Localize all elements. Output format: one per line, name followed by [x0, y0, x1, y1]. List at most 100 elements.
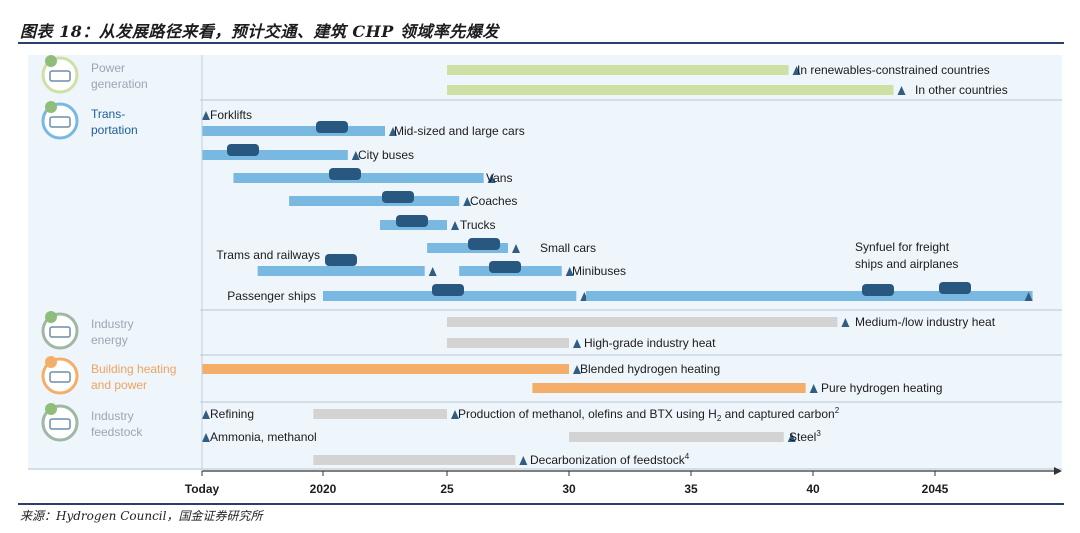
bar-medium-low-industry-heat: [447, 317, 838, 327]
label-medium-low-industry-heat: Medium-/low industry heat: [855, 315, 996, 329]
vehicle-icon-5: [468, 238, 500, 250]
vehicle-icon-9: [862, 284, 894, 296]
marker-trucks: [451, 221, 459, 230]
feedstock-icon-glyph: [49, 418, 71, 430]
sector-label-feedstock: feedstock: [91, 425, 143, 439]
label-small-cars: Small cars: [540, 241, 596, 255]
x-tick-label-35: 35: [684, 482, 698, 496]
source-note: 来源：Hydrogen Council，国金证券研究所: [20, 509, 263, 523]
label-passenger-ships: Passenger ships: [227, 289, 316, 303]
label-ammonia-methanol: Ammonia, methanol: [210, 430, 317, 444]
transport-icon-glyph: [49, 116, 71, 128]
bar-production-of-methanol-olefins-and-btx-using-h: [313, 409, 447, 419]
label-mid-sized-and-large-cars: Mid-sized and large cars: [394, 124, 525, 138]
bar-steel: [569, 432, 784, 442]
label-pure-hydrogen-heating: Pure hydrogen heating: [821, 381, 942, 395]
bar-small-cars: [427, 243, 508, 253]
sector-label-industry: energy: [91, 333, 128, 347]
vehicle-icon-0: [316, 121, 348, 133]
bar-decarbonization-of-feedstock: [313, 455, 516, 465]
marker-ammonia-methanol: [202, 433, 210, 442]
marker-steel: [787, 433, 796, 442]
sector-label-industry: Industry: [91, 317, 134, 331]
vehicle-icon-8: [432, 284, 464, 296]
label-vans: Vans: [486, 171, 512, 185]
transport-icon-badge: [45, 101, 57, 113]
power-icon-glyph: [49, 70, 71, 82]
building-icon-glyph: [49, 371, 71, 383]
industry-feedstock-icon: [41, 403, 79, 442]
sector-label-building: Building heating: [91, 362, 176, 376]
feedstock-icon-badge: [45, 403, 57, 415]
marker-medium-low-industry-heat: [841, 318, 850, 327]
bar-synfuel-for-freight-ships-and-airplanes: [586, 291, 1033, 301]
label-high-grade-industry-heat: High-grade industry heat: [584, 336, 716, 350]
sector-label-power: Power: [91, 61, 125, 75]
sector-label-power: generation: [91, 77, 148, 91]
label-city-buses: City buses: [358, 148, 414, 162]
marker-vans: [487, 174, 496, 183]
marker-refining: [202, 410, 210, 419]
x-tick-label-40: 40: [806, 482, 820, 496]
title-rule: [18, 42, 1064, 44]
vehicle-icon-10: [939, 282, 971, 294]
x-tick-label-2045: 2045: [922, 482, 949, 496]
label-synfuel-for-freight-ships-and-airplanes: Synfuel for freight: [855, 240, 950, 254]
label-coaches: Coaches: [470, 194, 517, 208]
label-production-of-methanol-olefins-and-btx-using-h: Production of methanol, olefins and BTX …: [458, 406, 840, 423]
source-rule: [18, 503, 1064, 505]
marker-decarbonization-of-feedstock: [519, 456, 528, 465]
marker-synfuel-for-freight-ships-and-airplanes: [1024, 292, 1033, 301]
power-generation-icon: [41, 55, 79, 94]
vehicle-icon-6: [489, 261, 521, 273]
label-in-other-countries: In other countries: [915, 83, 1008, 97]
marker-forklifts: [202, 111, 210, 120]
sector-label-feedstock: Industry: [91, 409, 134, 423]
bar-blended-hydrogen-heating: [202, 364, 569, 374]
label-trams-and-railways: Trams and railways: [216, 248, 320, 262]
x-tick-label-25: 25: [440, 482, 454, 496]
label-blended-hydrogen-heating: Blended hydrogen heating: [580, 362, 720, 376]
bar-in-other-countries: [447, 85, 894, 95]
label-steel: Steel3: [789, 429, 821, 444]
label-decarbonization-of-feedstock: Decarbonization of feedstock4: [530, 452, 690, 467]
building-icon-badge: [45, 356, 57, 368]
label-in-renewables-constrained-countries: In renewables-constrained countries: [797, 63, 990, 77]
marker-mid-sized-and-large-cars: [389, 127, 397, 136]
marker-blended-hydrogen-heating: [573, 365, 581, 374]
figure-title: 图表 18：从发展路径来看，预计交通、建筑 CHP 领域率先爆发: [20, 22, 499, 41]
bar-trams-and-railways: [257, 266, 425, 276]
sector-label-transport: Trans-: [91, 107, 125, 121]
label-minibuses: Minibuses: [572, 264, 626, 278]
panel-feedstock: [28, 403, 1062, 468]
bar-mid-sized-and-large-cars: [202, 126, 385, 136]
vehicle-icon-1: [227, 144, 259, 156]
x-tick-label-30: 30: [562, 482, 576, 496]
industry-energy-icon: [41, 311, 79, 350]
x-tick-label-today: Today: [185, 482, 220, 496]
marker-high-grade-industry-heat: [573, 339, 581, 348]
marker-minibuses: [565, 267, 574, 276]
marker-production-of-methanol-olefins-and-btx-using-h: [451, 410, 459, 419]
bar-pure-hydrogen-heating: [532, 383, 806, 393]
label-refining: Refining: [210, 407, 254, 421]
vehicle-icon-2: [329, 168, 361, 180]
x-axis-arrow: [1054, 467, 1062, 475]
vehicle-icon-3: [382, 191, 414, 203]
label-synfuel-for-freight-ships-and-airplanes: ships and airplanes: [855, 257, 958, 271]
vehicle-icon-7: [325, 254, 357, 266]
x-tick-label-2020: 2020: [310, 482, 337, 496]
label-trucks: Trucks: [460, 218, 496, 232]
industry-icon-badge: [45, 311, 57, 323]
bar-high-grade-industry-heat: [447, 338, 569, 348]
transportation-icon: [41, 101, 79, 140]
marker-coaches: [463, 197, 472, 206]
marker-small-cars: [512, 244, 520, 253]
marker-trams-and-railways: [428, 267, 437, 276]
industry-icon-glyph: [49, 326, 71, 338]
bar-in-renewables-constrained-countries: [447, 65, 789, 75]
sector-label-building: and power: [91, 378, 147, 392]
bar-coaches: [289, 196, 460, 206]
marker-in-renewables-constrained-countries: [792, 66, 801, 75]
